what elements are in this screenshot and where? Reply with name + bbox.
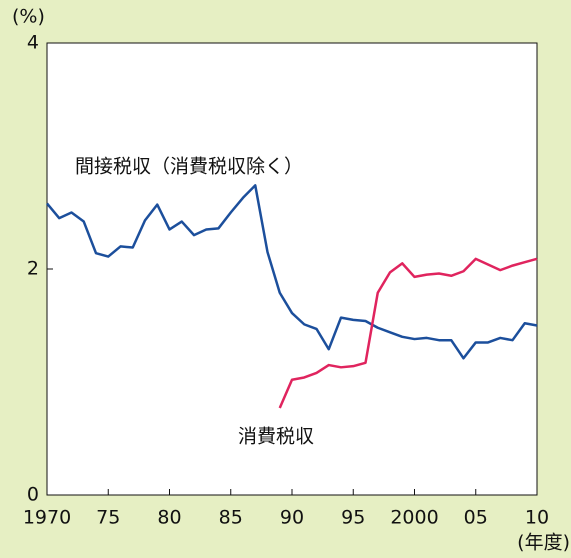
x-tick-label: 75 <box>96 507 120 529</box>
plot-area <box>46 42 538 496</box>
x-tick-label: 80 <box>157 507 181 529</box>
x-tick-label: 95 <box>341 507 365 529</box>
x-tick-label: 90 <box>280 507 304 529</box>
y-tick-label: 0 <box>27 484 39 506</box>
x-tick-label: 85 <box>219 507 243 529</box>
annotation: 間接税収（消費税収除く） <box>75 156 303 178</box>
x-tick-label: 10 <box>525 507 549 529</box>
y-unit-label: (%) <box>12 6 45 28</box>
x-unit-label: (年度) <box>517 532 570 554</box>
line-series <box>278 257 538 409</box>
x-tick-label: 2000 <box>390 507 438 529</box>
y-tick-label: 4 <box>27 32 39 54</box>
line-series <box>46 184 538 360</box>
x-tick-label: 1970 <box>23 507 71 529</box>
y-tick-label: 2 <box>27 258 39 280</box>
annotation: 消費税収 <box>238 426 314 448</box>
x-tick-label: 05 <box>464 507 488 529</box>
